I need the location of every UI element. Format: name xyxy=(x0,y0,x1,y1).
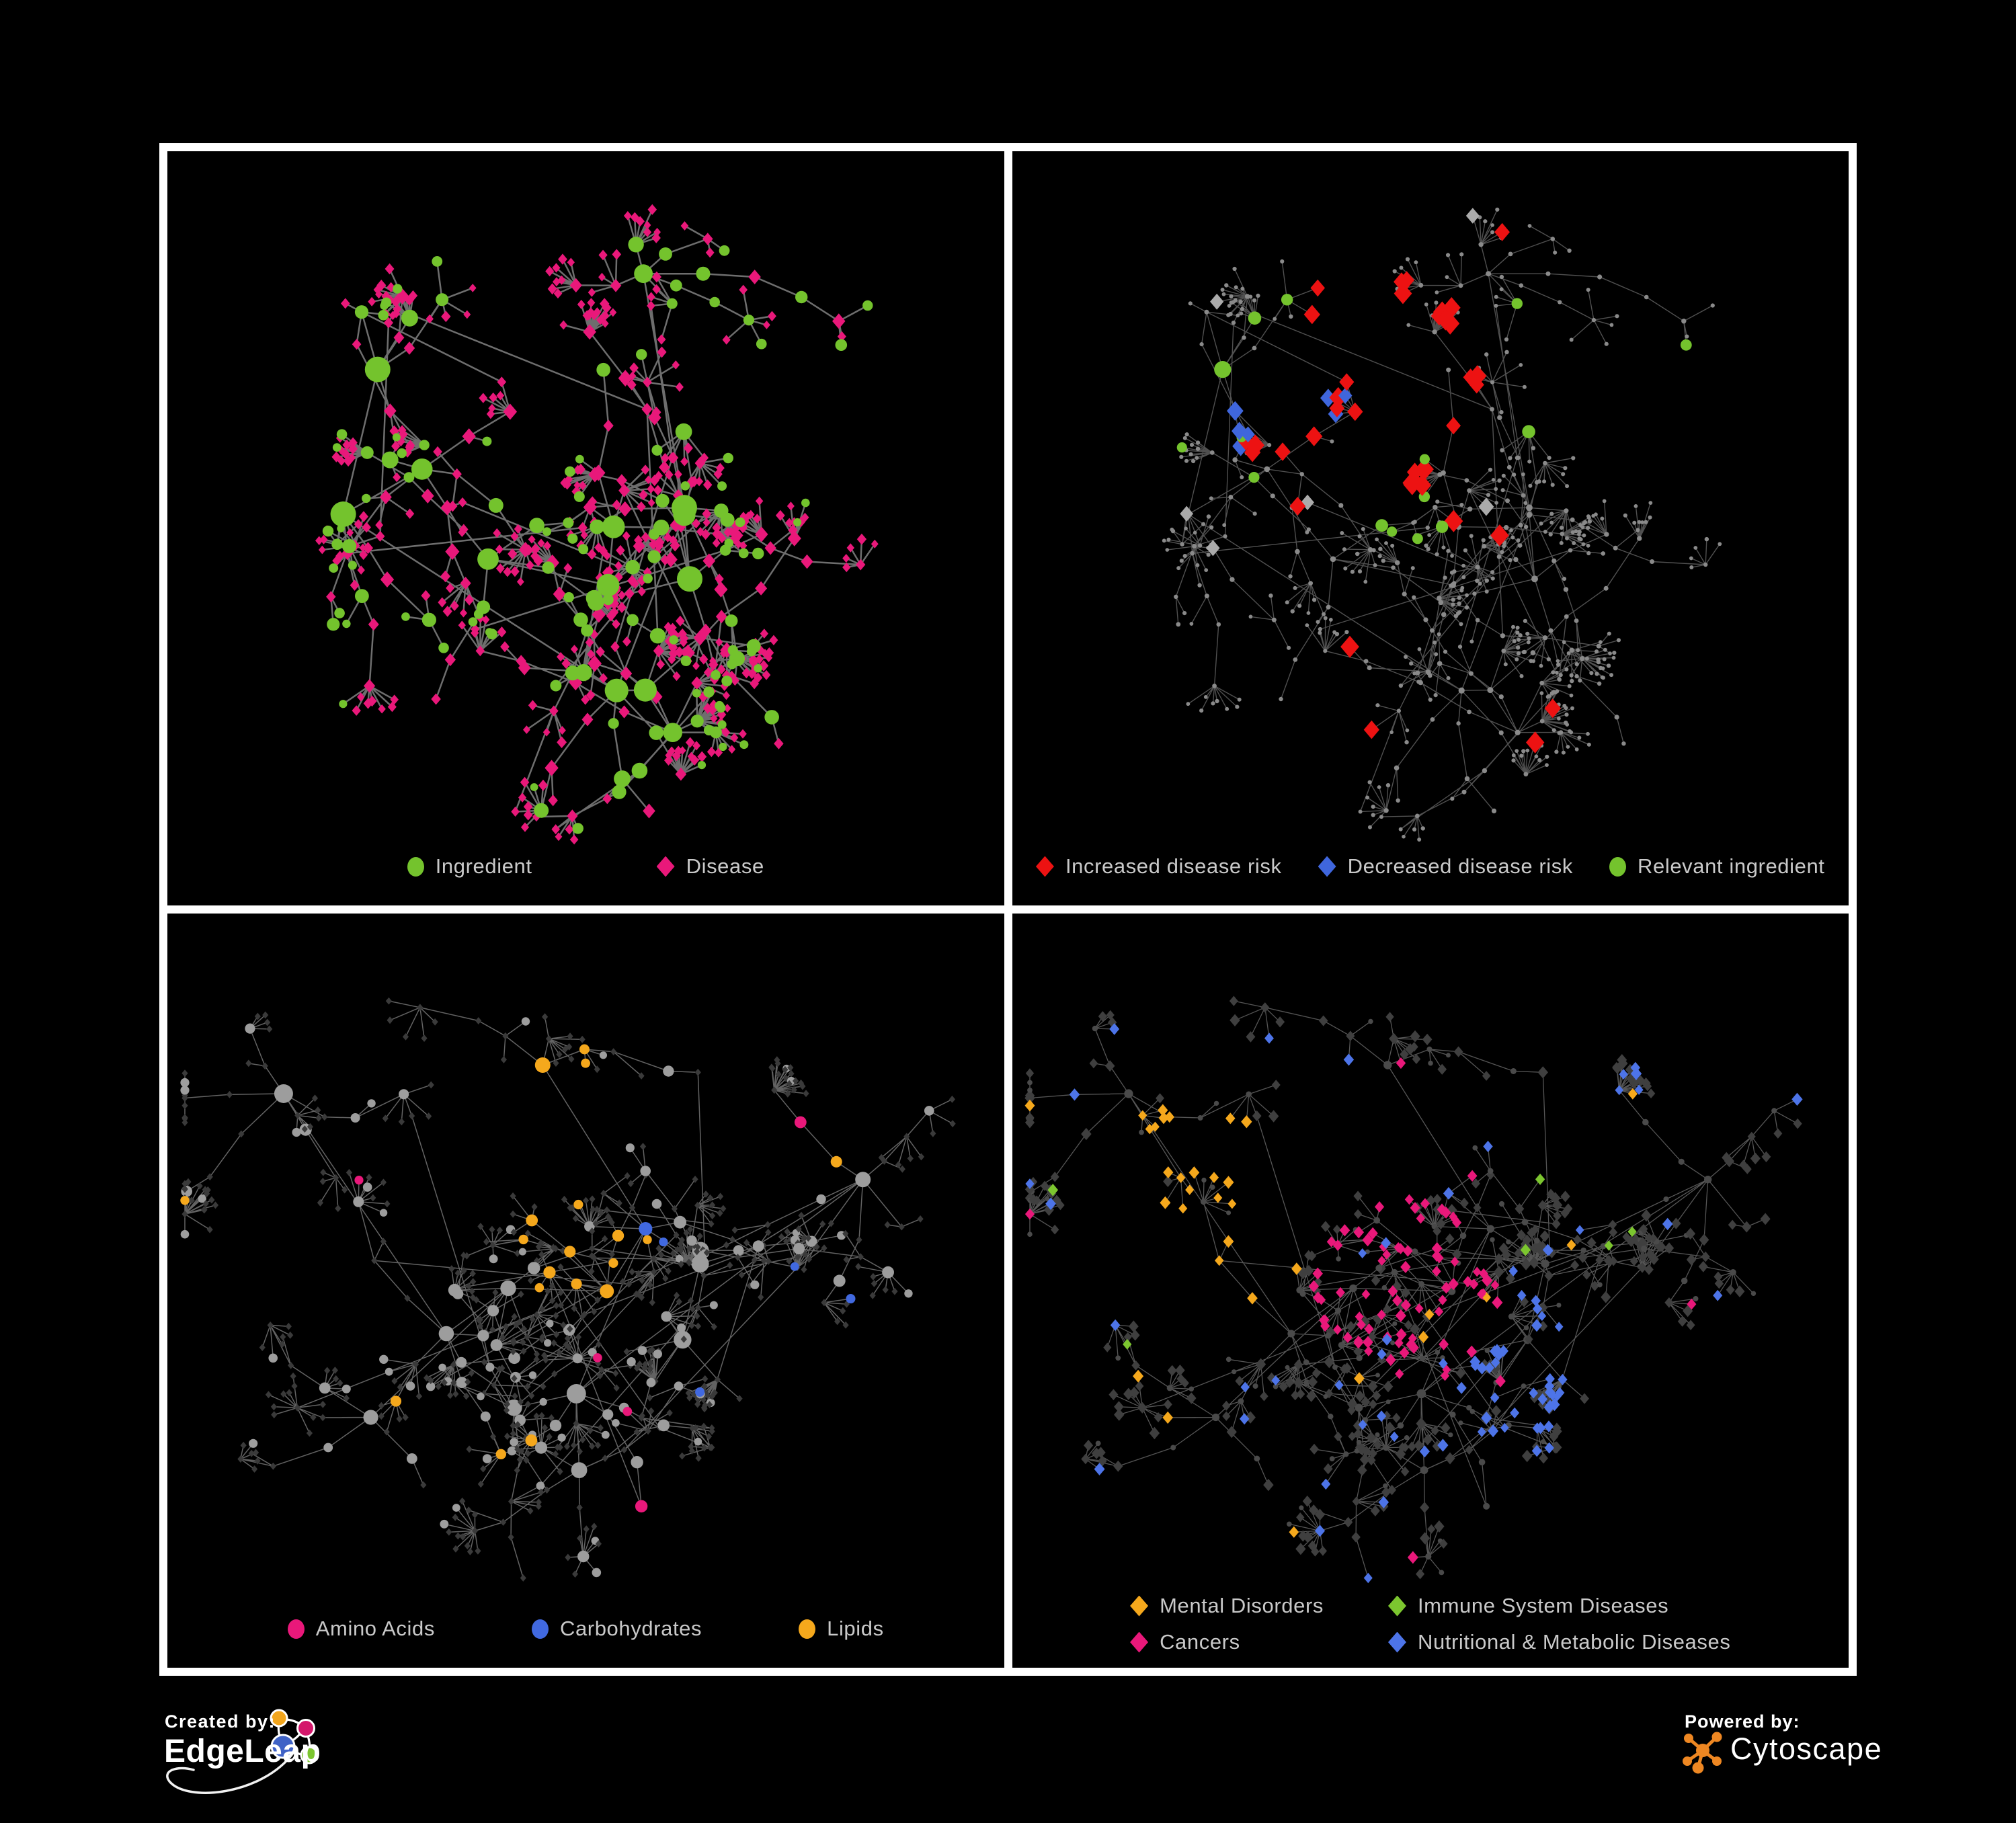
legend-circle-marker xyxy=(1609,856,1626,877)
legend-circle-marker xyxy=(799,1619,816,1639)
legend-diamond-marker xyxy=(1387,1595,1406,1617)
legend-label: Decreased disease risk xyxy=(1347,854,1573,878)
panel-nutrient-classes: Amino Acids Carbohydrates Lipids xyxy=(167,914,1004,1668)
legend-label: Cancers xyxy=(1160,1630,1240,1654)
edgeleap-wordmark: EdgeLeap xyxy=(164,1734,321,1769)
legend: Mental Disorders Immune System Diseases Ca… xyxy=(1012,1594,1849,1654)
legend-circle-marker xyxy=(407,856,424,877)
powered-by-label: Powered by: xyxy=(1685,1711,1800,1732)
legend-diamond-marker xyxy=(1318,856,1336,877)
legend-item: Disease xyxy=(656,854,764,879)
edgeleap-network-icon xyxy=(166,1709,319,1794)
legend-item: Decreased disease risk xyxy=(1318,854,1573,879)
legend: Increased disease risk Decreased disease … xyxy=(1012,854,1849,879)
created-by-label: Created by: xyxy=(165,1711,276,1732)
legend-label: Mental Disorders xyxy=(1160,1594,1324,1617)
legend: Amino Acids Carbohydrates Lipids xyxy=(167,1617,1004,1641)
legend-label: Lipids xyxy=(827,1617,884,1640)
panel-ingredient-disease: Ingredient Disease xyxy=(167,151,1004,905)
legend-diamond-marker xyxy=(1130,1631,1149,1653)
network-graph xyxy=(180,997,956,1582)
legend-item: Lipids xyxy=(799,1617,884,1641)
cytoscape-logo: Powered by: Cytoscape xyxy=(1675,1709,1971,1803)
legend-item: Ingredient xyxy=(407,854,532,879)
network-graph xyxy=(1024,996,1803,1584)
cytoscape-wordmark: Cytoscape xyxy=(1730,1732,1883,1766)
legend-diamond-marker xyxy=(1387,1631,1406,1653)
figure-grid: Ingredient Disease Increased disease risk… xyxy=(159,143,1857,1676)
legend: Ingredient Disease xyxy=(167,854,1004,879)
legend-label: Increased disease risk xyxy=(1065,854,1282,878)
edgeleap-logo: Created by: EdgeLeap xyxy=(161,1709,484,1823)
legend-diamond-marker xyxy=(1035,856,1054,877)
cytoscape-network-icon xyxy=(1683,1732,1722,1774)
network-graph xyxy=(1162,207,1722,842)
legend-label: Immune System Diseases xyxy=(1417,1594,1669,1617)
legend-item: Mental Disorders xyxy=(1130,1594,1324,1618)
legend-label: Nutritional & Metabolic Diseases xyxy=(1417,1630,1731,1654)
panel-disease-risk: Increased disease risk Decreased disease … xyxy=(1012,151,1849,905)
legend-circle-marker xyxy=(531,1619,549,1639)
legend-circle-marker xyxy=(287,1619,305,1639)
legend-label: Amino Acids xyxy=(315,1617,435,1640)
legend-label: Ingredient xyxy=(435,854,532,878)
legend-label: Relevant ingredient xyxy=(1638,854,1825,878)
legend-item: Nutritional & Metabolic Diseases xyxy=(1387,1630,1731,1654)
legend-diamond-marker xyxy=(656,856,675,877)
network-graph xyxy=(315,204,879,845)
legend-label: Carbohydrates xyxy=(559,1617,702,1640)
legend-diamond-marker xyxy=(1130,1595,1149,1617)
legend-item: Cancers xyxy=(1130,1630,1240,1654)
legend-item: Relevant ingredient xyxy=(1609,854,1825,879)
legend-item: Carbohydrates xyxy=(531,1617,702,1641)
legend-label: Disease xyxy=(686,854,764,878)
legend-item: Increased disease risk xyxy=(1035,854,1282,879)
legend-item: Amino Acids xyxy=(287,1617,435,1641)
panel-disease-categories: Mental Disorders Immune System Diseases Ca… xyxy=(1012,914,1849,1668)
legend-item: Immune System Diseases xyxy=(1387,1594,1669,1618)
